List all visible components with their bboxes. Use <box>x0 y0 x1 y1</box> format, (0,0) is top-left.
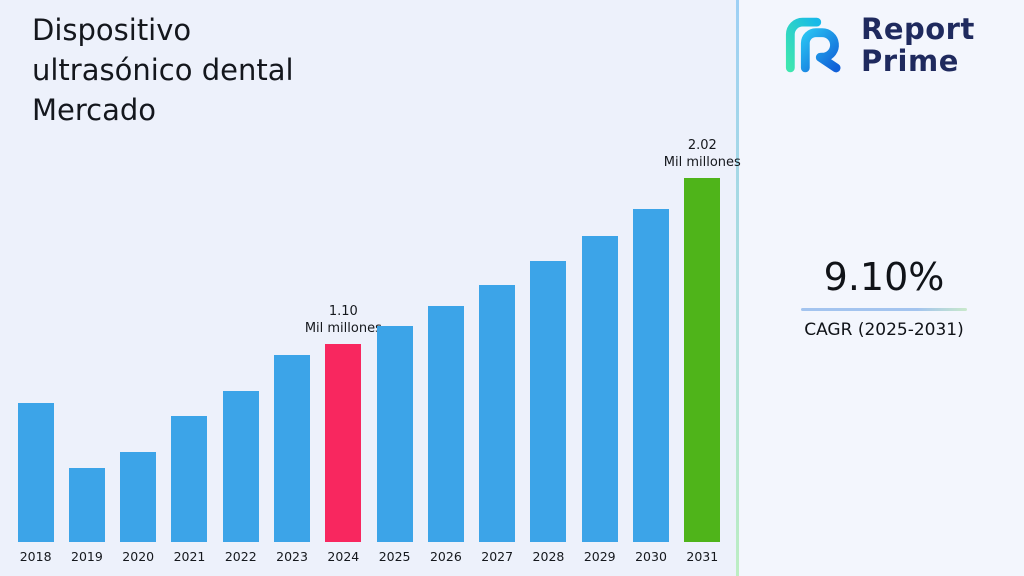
bar-group-2021: 2021 <box>164 84 215 564</box>
bar-group-2024: 1.10 Mil millones 2024 <box>305 84 382 564</box>
bar-2023 <box>274 355 311 542</box>
bar-group-2025: 2025 <box>369 84 420 564</box>
x-tick-2028: 2028 <box>532 549 565 564</box>
bar-group-2022: 2022 <box>215 84 266 564</box>
title-line-3: Mercado <box>32 93 157 127</box>
bar-2024 <box>325 344 362 542</box>
x-tick-2026: 2026 <box>429 549 462 564</box>
x-tick-2020: 2020 <box>122 549 155 564</box>
page-title: Dispositivo ultrasónico dental Mercado <box>32 10 294 130</box>
bar-2027 <box>479 285 516 542</box>
x-tick-2025: 2025 <box>378 549 411 564</box>
bar-2029 <box>581 236 618 542</box>
x-tick-2022: 2022 <box>224 549 257 564</box>
bar-group-2027: 2027 <box>472 84 523 564</box>
bar-group-2026: 2026 <box>420 84 471 564</box>
x-tick-2023: 2023 <box>276 549 308 564</box>
bar-2019 <box>68 468 105 542</box>
bar-group-2030: 2030 <box>625 84 676 564</box>
value-label-2031: 2.02 Mil millones <box>663 138 741 170</box>
report-prime-icon <box>785 17 841 73</box>
bar-2028 <box>530 261 567 542</box>
x-tick-2024: 2024 <box>327 549 360 564</box>
x-tick-2018: 2018 <box>19 549 52 564</box>
bar-group-2019: 2019 <box>61 84 112 564</box>
x-tick-2019: 2019 <box>71 549 103 564</box>
brand-logo: Report Prime <box>778 12 975 78</box>
brand-name-line-1: Report <box>861 12 975 46</box>
bar-chart: 2018 2019 2020 2021 2022 2023 1.10 Mil millones… <box>10 84 741 564</box>
bar-2025 <box>376 326 413 542</box>
cagr-label: CAGR (2025-2031) <box>804 320 964 340</box>
bar-2022 <box>222 391 259 542</box>
cagr-block: 9.10% CAGR (2025-2031) <box>801 254 967 340</box>
bar-group-2018: 2018 <box>10 84 61 564</box>
x-tick-2027: 2027 <box>481 549 514 564</box>
bar-group-2023: 2023 <box>266 84 317 564</box>
value-label-2024: 1.10 Mil millones <box>304 304 382 336</box>
cagr-underline <box>801 308 967 311</box>
divider-line <box>736 0 739 576</box>
bar-group-2029: 2029 <box>574 84 625 564</box>
cagr-value: 9.10% <box>823 255 945 299</box>
brand-name-line-2: Prime <box>861 44 959 78</box>
bar-2030 <box>633 209 670 542</box>
bar-group-2020: 2020 <box>113 84 164 564</box>
bar-group-2028: 2028 <box>523 84 574 564</box>
x-tick-2030: 2030 <box>635 549 667 564</box>
title-line-1: Dispositivo <box>32 13 192 47</box>
bar-2026 <box>427 306 464 542</box>
title-line-2: ultrasónico dental <box>32 53 294 87</box>
brand-name: Report Prime <box>861 13 975 77</box>
x-tick-2021: 2021 <box>173 549 206 564</box>
x-tick-2031: 2031 <box>686 549 719 564</box>
bar-2031 <box>684 178 721 542</box>
bar-2018 <box>17 403 54 542</box>
bar-2021 <box>171 416 208 542</box>
bar-group-2031: 2.02 Mil millones 2031 <box>664 84 741 564</box>
right-panel <box>739 0 1024 576</box>
bar-2020 <box>120 452 157 542</box>
x-tick-2029: 2029 <box>583 549 616 564</box>
